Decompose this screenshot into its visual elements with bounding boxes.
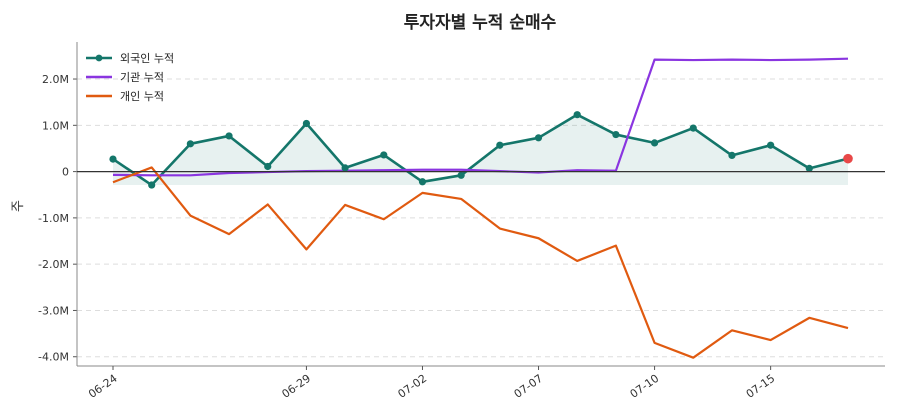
y-tick-label: 1.0M <box>42 119 69 132</box>
y-tick-label: 0 <box>62 166 69 179</box>
data-point <box>496 141 504 149</box>
data-point <box>573 111 581 119</box>
data-point <box>225 132 233 140</box>
x-tick-label: 07-07 <box>512 372 546 401</box>
data-point <box>418 178 427 186</box>
data-point <box>380 151 388 159</box>
x-tick-label: 06-24 <box>86 372 120 401</box>
data-point <box>767 141 775 149</box>
y-tick-label: 2.0M <box>42 73 69 86</box>
last-point-marker <box>843 153 853 164</box>
x-tick-label: 07-10 <box>628 372 662 401</box>
legend-entry: 개인 누적 <box>120 90 164 103</box>
data-point <box>186 140 194 148</box>
y-axis-label: 주 <box>11 200 26 212</box>
series-line-2 <box>112 57 849 177</box>
x-tick-label: 06-29 <box>279 372 313 401</box>
data-point <box>534 134 543 142</box>
marker-layer <box>109 111 853 189</box>
legend-entry: 기관 누적 <box>120 71 164 84</box>
series-area-fill <box>113 114 848 186</box>
legend-entry: 외국인 누적 <box>120 52 174 65</box>
data-point <box>650 139 659 147</box>
data-point <box>302 119 311 128</box>
x-tick-label: 07-15 <box>744 372 778 401</box>
y-tick-label: -2.0M <box>38 258 69 271</box>
y-tick-label: -4.0M <box>38 351 69 364</box>
data-point <box>457 171 465 179</box>
data-point <box>728 151 736 159</box>
legend-marker <box>95 54 103 62</box>
series-line-3 <box>112 166 849 359</box>
y-tick-label: -3.0M <box>38 304 69 317</box>
fill-layer <box>113 114 848 186</box>
chart-title: 투자자별 누적 순매수 <box>404 13 557 33</box>
data-point <box>612 130 620 139</box>
series-line-1 <box>112 113 849 187</box>
axis-layer: 2.0M 1.0M 0 -1.0M -2.0M -3.0M -4.0M 06-24 06-29 0… <box>38 42 900 401</box>
data-point <box>689 124 697 132</box>
grid-layer <box>77 78 885 358</box>
data-point <box>341 164 349 172</box>
line-layer <box>112 57 849 359</box>
data-point <box>264 162 272 171</box>
y-tick-label: -1.0M <box>38 212 69 225</box>
data-point <box>109 155 117 163</box>
data-point <box>805 164 813 172</box>
data-point <box>148 181 156 189</box>
x-tick-label: 07-02 <box>396 372 430 401</box>
